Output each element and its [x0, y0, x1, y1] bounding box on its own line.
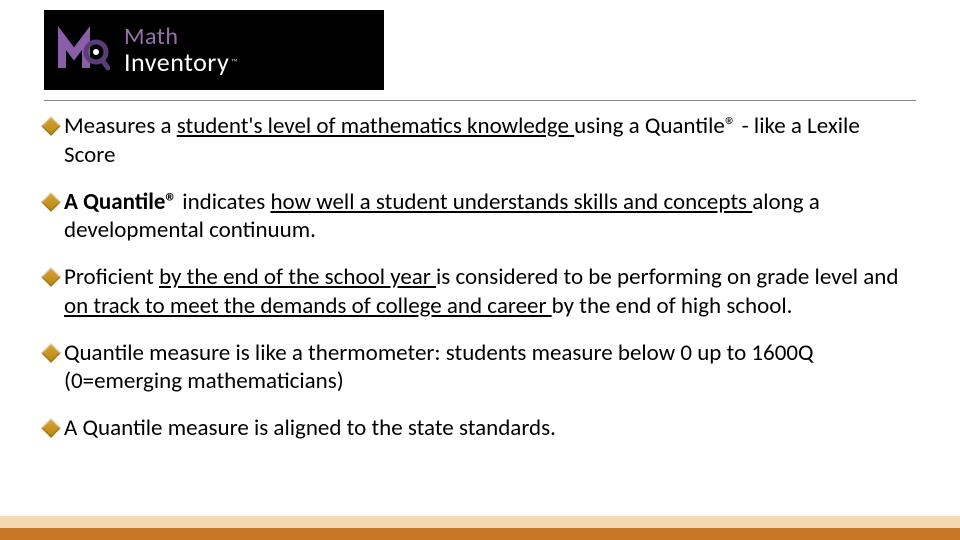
text-segment: A Quantile measure is aligned to the sta… — [64, 414, 556, 442]
diamond-bullet-icon — [41, 267, 61, 287]
bullet-text: Quantile measure is like a thermometer: … — [64, 339, 916, 397]
footer-bar-light — [0, 516, 960, 528]
bullet-item: A Quantile® indicates how well a student… — [44, 188, 916, 246]
logo-bottom-line: Inventory™ — [124, 49, 238, 75]
text-segment: on track to meet the demands of college … — [64, 292, 552, 320]
trademark-symbol: ™ — [231, 57, 237, 68]
bullet-item: Quantile measure is like a thermometer: … — [44, 339, 916, 397]
text-segment: Proficient — [64, 263, 159, 291]
diamond-bullet-icon — [41, 192, 61, 212]
text-segment: by the end of high school. — [552, 292, 793, 320]
text-segment: is considered to be performing on grade … — [436, 263, 898, 291]
text-segment: Measures a — [64, 112, 177, 140]
bullet-item: A Quantile measure is aligned to the sta… — [44, 414, 916, 443]
bullet-item: Proficient by the end of the school year… — [44, 263, 916, 321]
logo-mark — [58, 24, 110, 76]
diamond-bullet-icon — [41, 343, 61, 363]
bullet-item: Measures a student's level of mathematic… — [44, 112, 916, 170]
footer-bars — [0, 516, 960, 540]
logo-bottom-text: Inventory — [124, 46, 229, 78]
text-segment: A Quantile® — [64, 188, 182, 216]
logo-text: Math Inventory™ — [124, 25, 238, 75]
text-segment: student's level of mathematics knowledge — [177, 112, 574, 140]
bullet-text: Proficient by the end of the school year… — [64, 263, 916, 321]
bullet-text: Measures a student's level of mathematic… — [64, 112, 916, 170]
header-divider — [44, 100, 916, 101]
diamond-bullet-icon — [41, 116, 61, 136]
text-segment: by the end of the school year — [159, 263, 436, 291]
bullet-list: Measures a student's level of mathematic… — [44, 112, 916, 461]
logo-box: Math Inventory™ — [44, 10, 384, 90]
text-segment: Quantile measure is like a thermometer: … — [64, 339, 814, 396]
text-segment: indicates — [182, 188, 270, 216]
text-segment: how well a student understands skills an… — [270, 188, 752, 216]
bullet-text: A Quantile measure is aligned to the sta… — [64, 414, 916, 443]
bullet-text: A Quantile® indicates how well a student… — [64, 188, 916, 246]
footer-bar-dark — [0, 528, 960, 540]
diamond-bullet-icon — [41, 418, 61, 438]
slide: Math Inventory™ Measures a student's lev… — [0, 0, 960, 540]
